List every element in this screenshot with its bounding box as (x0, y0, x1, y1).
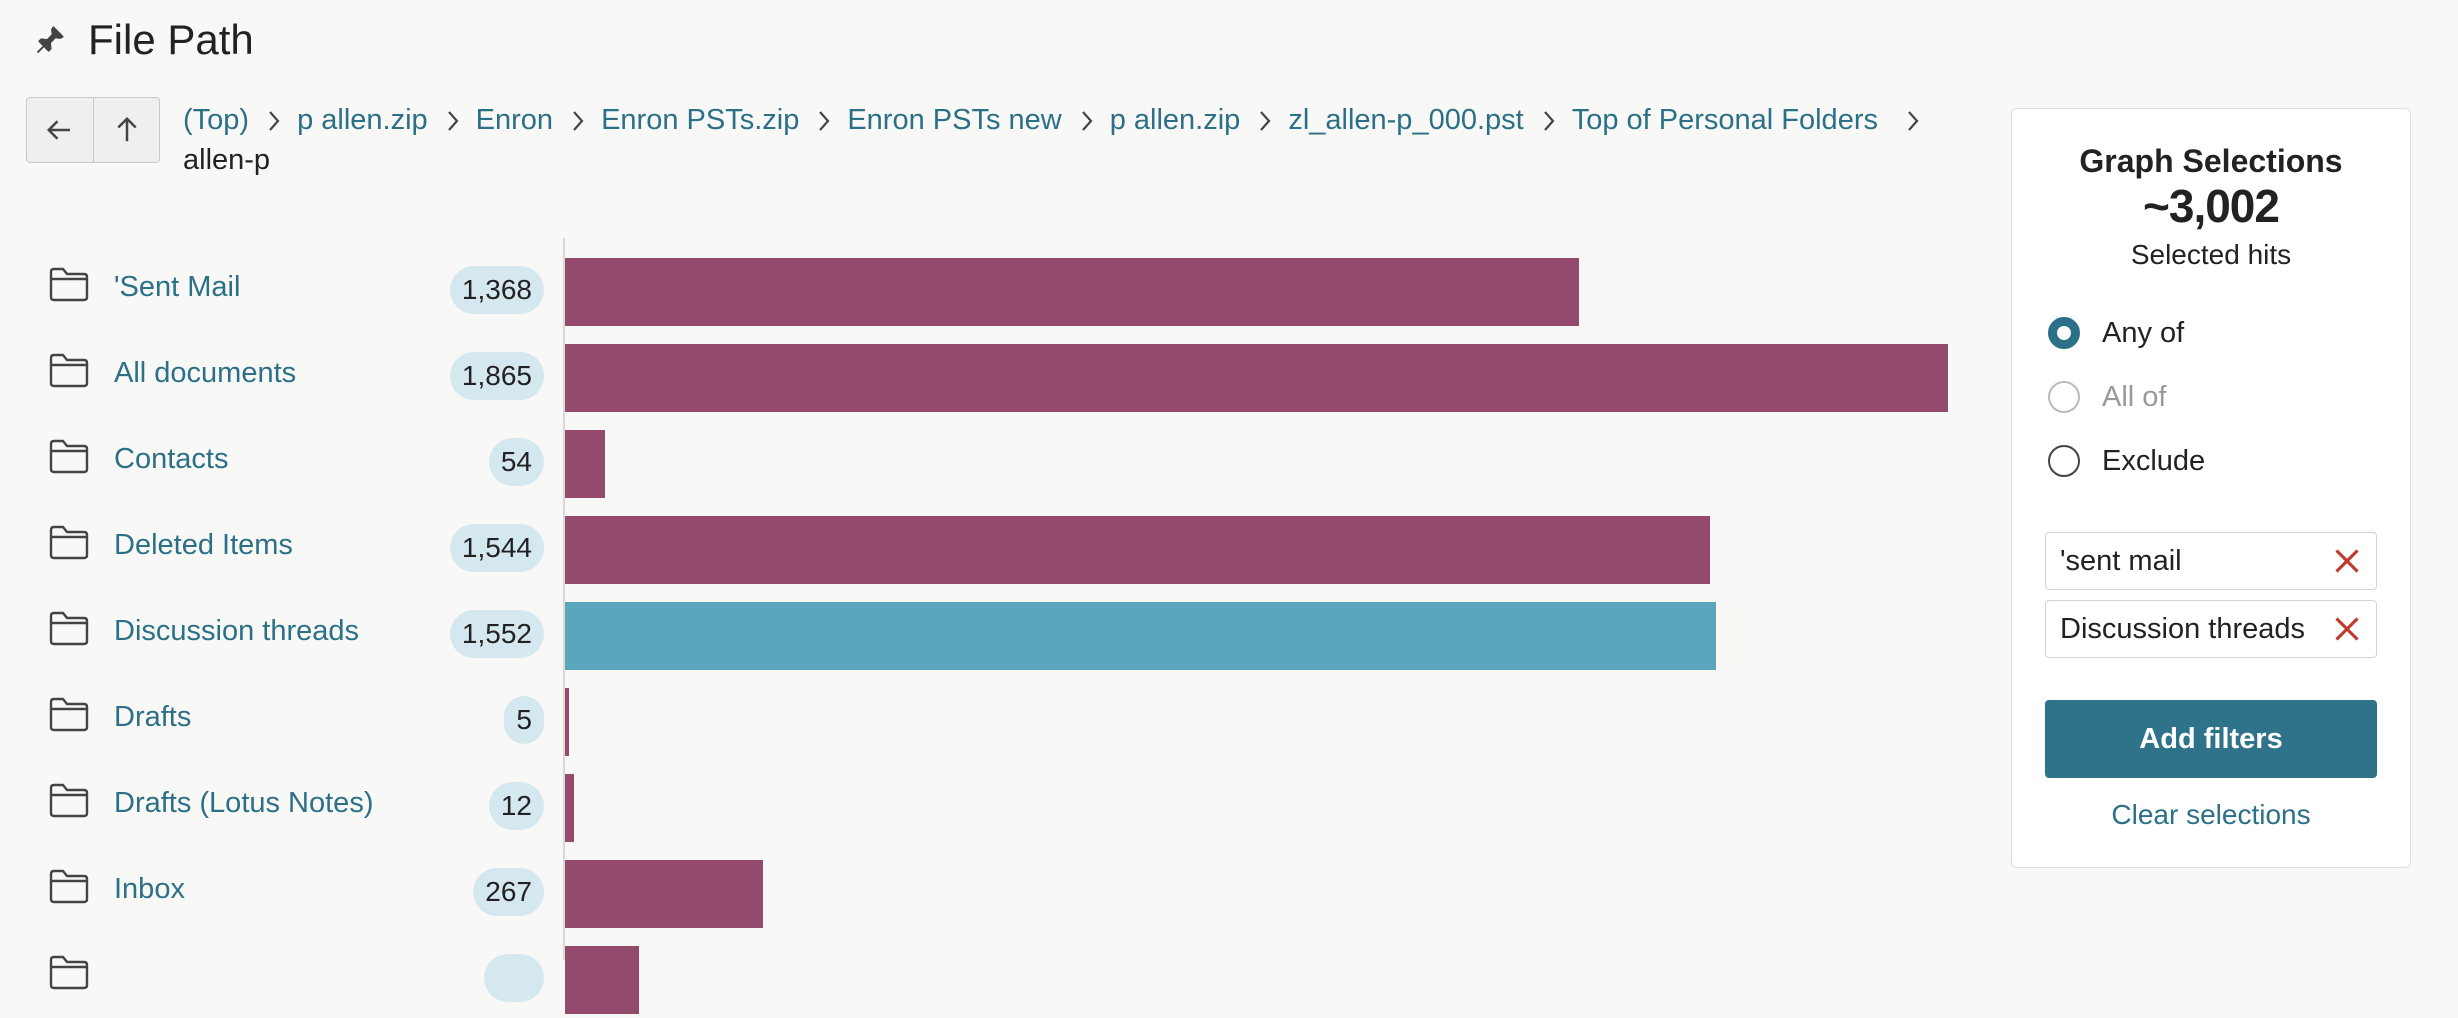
folder-bar[interactable] (565, 430, 605, 498)
clear-selections-link[interactable]: Clear selections (2111, 799, 2311, 830)
chip-label: 'sent mail (2060, 544, 2182, 577)
count-badge (484, 954, 544, 1002)
close-icon[interactable] (2328, 542, 2366, 580)
radio-all-of: All of (2048, 375, 2166, 419)
folder-bar[interactable] (565, 688, 569, 756)
folder-row: Inbox 267 (0, 846, 1980, 932)
count-badge: 1,368 (449, 266, 544, 314)
chart-axis (563, 238, 565, 960)
arrow-up-icon (116, 116, 137, 142)
folder-label[interactable]: Contacts (114, 443, 229, 475)
folder-label[interactable]: 'Sent Mail (114, 271, 241, 303)
folder-label[interactable]: Drafts (Lotus Notes) (114, 787, 374, 819)
folder-row: Drafts 5 (0, 674, 1980, 760)
folder-row: Contacts 54 (0, 416, 1980, 502)
folder-label[interactable]: Deleted Items (114, 529, 293, 561)
folder-icon (49, 525, 89, 560)
breadcrumb-item[interactable]: Enron PSTs.zip (601, 104, 800, 136)
header: File Path (30, 12, 254, 68)
folder-label[interactable]: Inbox (114, 873, 185, 905)
breadcrumb-item[interactable]: Enron PSTs new (847, 104, 1062, 136)
selection-chip: 'sent mail (2045, 532, 2377, 590)
breadcrumb: (Top) p allen.zip Enron Enron PSTs.zip Enron… (183, 100, 1973, 180)
folder-bar[interactable] (565, 860, 763, 928)
selected-hits-count: ~3,002 (2143, 180, 2280, 232)
chevron-right-icon (1534, 109, 1564, 133)
folder-bar[interactable] (565, 344, 1948, 412)
folder-icon (49, 267, 89, 302)
folder-bar[interactable] (565, 516, 1710, 584)
breadcrumb-item[interactable]: (Top) (183, 104, 250, 136)
chevron-right-icon (1898, 109, 1928, 133)
chevron-right-icon (809, 109, 839, 133)
folder-icon (49, 439, 89, 474)
radio-label: All of (2102, 380, 2167, 413)
folder-icon (49, 611, 89, 646)
radio-button (2048, 381, 2080, 413)
radio-button[interactable] (2048, 445, 2080, 477)
chevron-right-icon (259, 109, 289, 133)
radio-exclude[interactable]: Exclude (2048, 439, 2205, 483)
folder-icon (49, 697, 89, 732)
radio-label: Exclude (2102, 444, 2206, 477)
folder-label[interactable]: Discussion threads (114, 615, 359, 647)
breadcrumb-item[interactable]: Enron (475, 104, 554, 136)
chevron-right-icon (1250, 109, 1280, 133)
count-badge: 5 (504, 696, 544, 744)
folder-row: All documents 1,865 (0, 330, 1980, 416)
chip-label: Discussion threads (2060, 612, 2305, 645)
add-filters-button[interactable]: Add filters (2045, 700, 2377, 778)
panel-title: Graph Selections (2079, 143, 2343, 179)
breadcrumb-item[interactable]: p allen.zip (297, 104, 428, 136)
graph-selections-panel: Graph Selections ~3,002 Selected hits An… (2011, 108, 2411, 868)
back-button[interactable] (27, 98, 93, 162)
breadcrumb-item[interactable]: Top of Personal Folders (1571, 104, 1878, 136)
folder-icon (49, 869, 89, 904)
arrow-left-icon (46, 120, 70, 140)
folder-icon (49, 783, 89, 818)
count-badge: 54 (488, 438, 544, 486)
folder-row: Discussion threads 1,552 (0, 588, 1980, 674)
breadcrumb-item[interactable]: p allen.zip (1109, 104, 1241, 136)
folder-bar[interactable] (565, 946, 639, 1014)
count-badge: 12 (488, 782, 544, 830)
folder-label[interactable]: All documents (114, 357, 297, 389)
folder-bar[interactable] (565, 602, 1716, 670)
folder-row: Deleted Items 1,544 (0, 502, 1980, 588)
folder-bar[interactable] (565, 774, 574, 842)
close-icon[interactable] (2328, 610, 2366, 648)
radio-label: Any of (2102, 316, 2185, 349)
count-badge: 267 (473, 868, 544, 916)
chevron-right-icon (438, 109, 468, 133)
count-badge: 1,544 (449, 524, 544, 572)
folder-row: Drafts (Lotus Notes) 12 (0, 760, 1980, 846)
folder-bar[interactable] (565, 258, 1579, 326)
pin-icon[interactable] (30, 20, 70, 60)
folder-row (0, 932, 1980, 1018)
breadcrumb-item[interactable]: zl_allen-p_000.pst (1288, 104, 1524, 136)
selected-hits-label: Selected hits (2130, 239, 2292, 270)
count-badge: 1,552 (449, 610, 544, 658)
up-button[interactable] (93, 98, 159, 162)
selection-chip: Discussion threads (2045, 600, 2377, 658)
page-title: File Path (88, 16, 254, 63)
folder-row: 'Sent Mail 1,368 (0, 244, 1980, 330)
folder-icon (49, 353, 89, 388)
radio-any-of[interactable]: Any of (2048, 311, 2184, 355)
radio-button[interactable] (2048, 317, 2080, 349)
count-badge: 1,865 (449, 352, 544, 400)
nav-buttons (26, 97, 160, 163)
folder-icon (49, 955, 89, 990)
breadcrumb-current: allen-p (183, 144, 271, 176)
chevron-right-icon (1072, 109, 1102, 133)
folder-label[interactable]: Drafts (114, 701, 192, 733)
chevron-right-icon (563, 109, 593, 133)
